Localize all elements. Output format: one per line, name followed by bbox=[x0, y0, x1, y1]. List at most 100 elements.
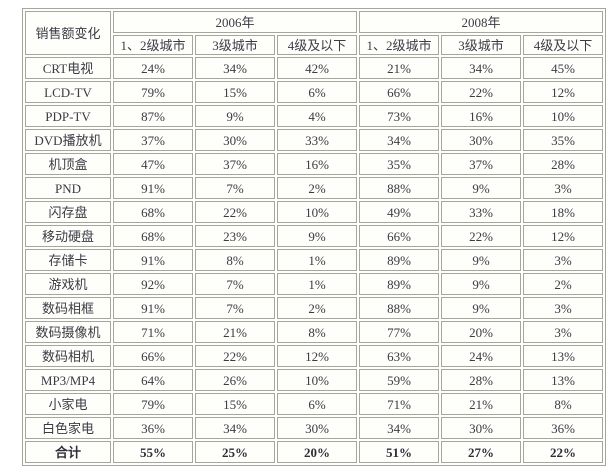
value-cell: 30% bbox=[441, 417, 521, 439]
value-cell: 28% bbox=[441, 369, 521, 391]
value-cell: 68% bbox=[113, 225, 193, 247]
value-cell: 1% bbox=[277, 249, 357, 271]
value-cell: 18% bbox=[523, 201, 603, 223]
table-row: PDP-TV 87% 9% 4% 73% 16% 10% bbox=[25, 105, 603, 127]
value-cell: 15% bbox=[195, 81, 275, 103]
table-row: 数码摄像机 71% 21% 8% 77% 20% 3% bbox=[25, 321, 603, 343]
row-label: 白色家电 bbox=[25, 417, 111, 439]
table-row: 数码相框 91% 7% 2% 88% 9% 3% bbox=[25, 297, 603, 319]
value-cell: 9% bbox=[277, 225, 357, 247]
value-cell: 21% bbox=[195, 321, 275, 343]
row-label: 机顶盒 bbox=[25, 153, 111, 175]
value-cell: 16% bbox=[277, 153, 357, 175]
table-row: 数码相机 66% 22% 12% 63% 24% 13% bbox=[25, 345, 603, 367]
value-cell: 12% bbox=[523, 81, 603, 103]
table-row: LCD-TV 79% 15% 6% 66% 22% 12% bbox=[25, 81, 603, 103]
table-row: PND 91% 7% 2% 88% 9% 3% bbox=[25, 177, 603, 199]
value-cell: 30% bbox=[441, 129, 521, 151]
value-cell: 26% bbox=[195, 369, 275, 391]
row-label: 数码相机 bbox=[25, 345, 111, 367]
value-cell: 13% bbox=[523, 369, 603, 391]
row-label: LCD-TV bbox=[25, 81, 111, 103]
value-cell: 21% bbox=[441, 393, 521, 415]
table-row: 闪存盘 68% 22% 10% 49% 33% 18% bbox=[25, 201, 603, 223]
value-cell: 3% bbox=[523, 321, 603, 343]
value-cell: 7% bbox=[195, 297, 275, 319]
value-cell: 35% bbox=[523, 129, 603, 151]
value-cell: 33% bbox=[277, 129, 357, 151]
value-cell: 66% bbox=[359, 225, 439, 247]
value-cell: 22% bbox=[523, 441, 603, 463]
year-header-2008: 2008年 bbox=[359, 11, 603, 33]
column-header-tier3-2006: 3级城市 bbox=[195, 35, 275, 55]
value-cell: 91% bbox=[113, 297, 193, 319]
value-cell: 42% bbox=[277, 57, 357, 79]
value-cell: 71% bbox=[359, 393, 439, 415]
value-cell: 34% bbox=[359, 417, 439, 439]
value-cell: 64% bbox=[113, 369, 193, 391]
value-cell: 55% bbox=[113, 441, 193, 463]
value-cell: 9% bbox=[441, 297, 521, 319]
value-cell: 22% bbox=[195, 345, 275, 367]
table-row: 存储卡 91% 8% 1% 89% 9% 3% bbox=[25, 249, 603, 271]
value-cell: 45% bbox=[523, 57, 603, 79]
value-cell: 34% bbox=[195, 57, 275, 79]
value-cell: 6% bbox=[277, 393, 357, 415]
value-cell: 68% bbox=[113, 201, 193, 223]
sales-change-table: 销售额变化 2006年 2008年 1、2级城市 3级城市 4级及以下 1、2级… bbox=[22, 8, 606, 466]
value-cell: 20% bbox=[277, 441, 357, 463]
value-cell: 2% bbox=[277, 297, 357, 319]
value-cell: 66% bbox=[359, 81, 439, 103]
row-label: DVD播放机 bbox=[25, 129, 111, 151]
value-cell: 92% bbox=[113, 273, 193, 295]
column-header-tier3-2008: 3级城市 bbox=[441, 35, 521, 55]
value-cell: 16% bbox=[441, 105, 521, 127]
value-cell: 20% bbox=[441, 321, 521, 343]
value-cell: 87% bbox=[113, 105, 193, 127]
value-cell: 3% bbox=[523, 249, 603, 271]
row-label: 数码摄像机 bbox=[25, 321, 111, 343]
value-cell: 9% bbox=[441, 273, 521, 295]
value-cell: 89% bbox=[359, 249, 439, 271]
row-label: PDP-TV bbox=[25, 105, 111, 127]
value-cell: 1% bbox=[277, 273, 357, 295]
value-cell: 77% bbox=[359, 321, 439, 343]
row-label: 游戏机 bbox=[25, 273, 111, 295]
value-cell: 21% bbox=[359, 57, 439, 79]
table-header: 销售额变化 2006年 2008年 1、2级城市 3级城市 4级及以下 1、2级… bbox=[25, 11, 603, 55]
value-cell: 63% bbox=[359, 345, 439, 367]
row-label: 存储卡 bbox=[25, 249, 111, 271]
city-tier-header-row: 1、2级城市 3级城市 4级及以下 1、2级城市 3级城市 4级及以下 bbox=[25, 35, 603, 55]
corner-header-sales-change: 销售额变化 bbox=[25, 11, 111, 55]
column-header-tier4-2008: 4级及以下 bbox=[523, 35, 603, 55]
value-cell: 8% bbox=[277, 321, 357, 343]
value-cell: 91% bbox=[113, 249, 193, 271]
value-cell: 47% bbox=[113, 153, 193, 175]
value-cell: 36% bbox=[113, 417, 193, 439]
value-cell: 2% bbox=[277, 177, 357, 199]
value-cell: 71% bbox=[113, 321, 193, 343]
column-header-tier12-2008: 1、2级城市 bbox=[359, 35, 439, 55]
value-cell: 79% bbox=[113, 393, 193, 415]
value-cell: 35% bbox=[359, 153, 439, 175]
value-cell: 30% bbox=[195, 129, 275, 151]
value-cell: 15% bbox=[195, 393, 275, 415]
value-cell: 10% bbox=[277, 369, 357, 391]
value-cell: 4% bbox=[277, 105, 357, 127]
value-cell: 33% bbox=[441, 201, 521, 223]
value-cell: 8% bbox=[523, 393, 603, 415]
value-cell: 37% bbox=[441, 153, 521, 175]
value-cell: 34% bbox=[359, 129, 439, 151]
total-row: 合计 55% 25% 20% 51% 27% 22% bbox=[25, 441, 603, 463]
value-cell: 88% bbox=[359, 177, 439, 199]
value-cell: 34% bbox=[195, 417, 275, 439]
value-cell: 3% bbox=[523, 297, 603, 319]
value-cell: 37% bbox=[113, 129, 193, 151]
value-cell: 49% bbox=[359, 201, 439, 223]
table-row: 游戏机 92% 7% 1% 89% 9% 2% bbox=[25, 273, 603, 295]
value-cell: 22% bbox=[441, 81, 521, 103]
value-cell: 8% bbox=[195, 249, 275, 271]
value-cell: 51% bbox=[359, 441, 439, 463]
value-cell: 9% bbox=[441, 249, 521, 271]
